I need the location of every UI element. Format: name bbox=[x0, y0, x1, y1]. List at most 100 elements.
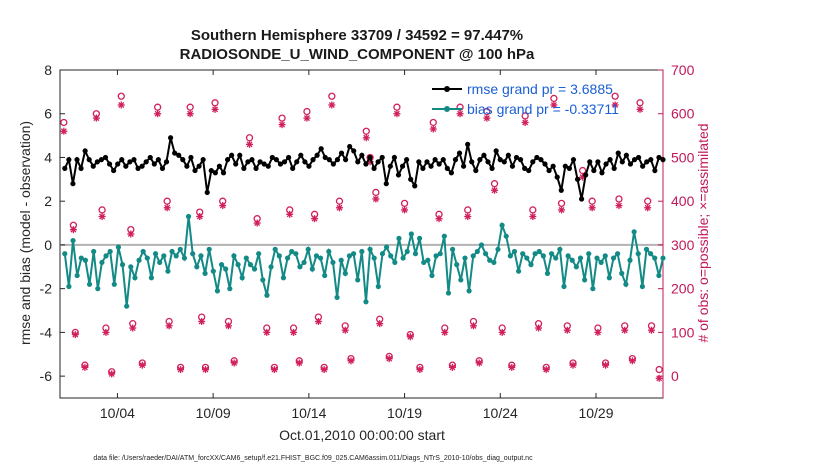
obs-assimilated-marker bbox=[483, 114, 491, 122]
bias-marker bbox=[284, 255, 291, 261]
bias-marker bbox=[103, 253, 109, 259]
obs-assimilated-marker bbox=[588, 204, 596, 212]
obs-possible-marker bbox=[429, 118, 437, 127]
obs-assimilated-marker bbox=[196, 213, 204, 221]
bias-marker bbox=[235, 262, 241, 268]
bias-marker bbox=[309, 266, 315, 272]
bias-marker bbox=[594, 255, 600, 261]
bias-marker bbox=[132, 275, 138, 281]
obs-assimilated-stroke bbox=[225, 322, 232, 329]
obs-assimilated-stroke bbox=[416, 366, 423, 373]
obs-assimilated-marker bbox=[362, 134, 370, 142]
obs-assimilated-stroke bbox=[118, 102, 125, 108]
bias-marker bbox=[482, 251, 489, 257]
bias-marker bbox=[293, 251, 299, 257]
obs-assimilated-marker bbox=[521, 118, 529, 126]
rmse-marker bbox=[444, 165, 450, 171]
rmse-marker bbox=[599, 170, 605, 176]
bias-marker bbox=[379, 251, 386, 257]
obs-assimilated-marker bbox=[263, 328, 271, 336]
rmse-marker bbox=[587, 159, 593, 165]
bias-marker bbox=[231, 253, 237, 259]
obs-assimilated-stroke bbox=[198, 318, 205, 325]
rmse-marker bbox=[338, 150, 345, 156]
obs-assimilated-stroke bbox=[166, 322, 173, 329]
bias-marker bbox=[297, 264, 303, 270]
rmse-marker bbox=[489, 165, 495, 171]
rmse-marker bbox=[456, 150, 463, 156]
rmse-marker bbox=[322, 154, 328, 161]
bias-marker bbox=[491, 259, 497, 266]
bias-marker bbox=[388, 253, 394, 259]
obs-assimilated-stroke bbox=[263, 329, 270, 336]
rmse-marker bbox=[135, 165, 141, 171]
bias-marker bbox=[78, 255, 84, 261]
rmse-marker bbox=[62, 165, 68, 171]
bias-marker bbox=[553, 255, 559, 261]
rmse-marker bbox=[200, 157, 206, 163]
bias-marker bbox=[586, 251, 592, 257]
bias-marker bbox=[326, 248, 332, 255]
obs-possible-marker bbox=[588, 197, 596, 205]
rmse-marker bbox=[635, 154, 642, 161]
obs-assimilated-stroke bbox=[246, 141, 253, 148]
bias-marker bbox=[660, 255, 666, 261]
x-tick-label: 10/09 bbox=[196, 405, 231, 421]
obs-assimilated-stroke bbox=[60, 128, 67, 135]
obs-assimilated-marker bbox=[154, 110, 162, 118]
bias-marker bbox=[573, 264, 579, 270]
rmse-marker bbox=[119, 157, 125, 163]
obs-assimilated-stroke bbox=[290, 329, 297, 336]
rmse-marker bbox=[318, 146, 324, 152]
bias-marker bbox=[652, 255, 658, 261]
obs-assimilated-stroke bbox=[401, 206, 408, 213]
rmse-marker bbox=[574, 176, 581, 182]
bias-marker bbox=[264, 292, 270, 298]
bias-marker bbox=[383, 244, 390, 250]
obs-assimilated-marker bbox=[81, 363, 89, 371]
rmse-marker bbox=[111, 167, 117, 174]
bias-marker bbox=[445, 290, 452, 296]
obs-assimilated-marker bbox=[558, 206, 566, 214]
rmse-marker bbox=[473, 167, 479, 174]
obs-possible-marker bbox=[578, 166, 587, 175]
obs-assimilated-stroke bbox=[589, 204, 596, 211]
obs-assimilated-stroke bbox=[164, 204, 171, 211]
bias-marker bbox=[392, 259, 398, 266]
bias-marker bbox=[412, 251, 419, 257]
obs-assimilated-marker bbox=[611, 101, 619, 109]
bias-marker bbox=[639, 283, 645, 290]
y-axis-left-label: rmse and bias (model - observation) bbox=[17, 121, 33, 345]
bias-line bbox=[63, 216, 664, 307]
obs-possible-marker bbox=[655, 365, 663, 374]
rmse-marker bbox=[78, 165, 84, 171]
rmse-marker bbox=[359, 152, 365, 158]
rmse-marker bbox=[86, 157, 92, 163]
obs-possible-marker bbox=[362, 127, 370, 135]
rmse-marker bbox=[505, 152, 511, 158]
obs-possible-marker bbox=[521, 112, 529, 120]
obs-assimilated-stroke bbox=[457, 110, 464, 117]
obs-assimilated-stroke bbox=[129, 325, 136, 332]
x-axis-label: Oct.01,2010 00:00:00 start bbox=[279, 427, 445, 443]
obs-assimilated-marker bbox=[475, 359, 483, 367]
chart-title: Southern Hemisphere 33709 / 34592 = 97.4… bbox=[191, 27, 523, 44]
rmse-marker bbox=[257, 159, 263, 165]
rmse-marker bbox=[554, 174, 560, 180]
obs-assimilated-marker bbox=[401, 206, 409, 214]
bias-marker bbox=[549, 251, 555, 257]
rmse-marker bbox=[660, 157, 666, 163]
obs-assimilated-stroke bbox=[508, 364, 515, 371]
obs-assimilated-marker bbox=[644, 204, 652, 212]
bias-marker bbox=[66, 283, 72, 290]
rmse-marker bbox=[82, 148, 88, 154]
rmse-marker bbox=[269, 154, 275, 161]
rmse-marker bbox=[375, 159, 381, 165]
obs-assimilated-marker bbox=[290, 328, 298, 336]
bias-marker bbox=[631, 229, 637, 235]
rmse-marker bbox=[151, 161, 157, 167]
rmse-marker bbox=[302, 159, 308, 165]
obs-assimilated-stroke bbox=[102, 329, 109, 336]
rmse-marker bbox=[294, 159, 300, 165]
bias-marker bbox=[466, 288, 472, 294]
